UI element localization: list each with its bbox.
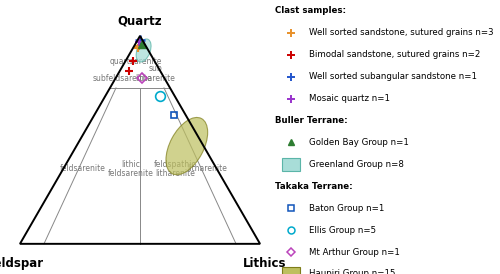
Text: Greenland Group n=8: Greenland Group n=8 [309, 160, 404, 169]
Text: feldsarenite: feldsarenite [60, 164, 106, 173]
Text: Feldspar: Feldspar [0, 257, 44, 270]
Text: Ellis Group n=5: Ellis Group n=5 [309, 226, 376, 235]
Text: Mosaic quartz n=1: Mosaic quartz n=1 [309, 94, 390, 103]
Text: Well sorted sandstone, sutured grains n=3: Well sorted sandstone, sutured grains n=… [309, 28, 494, 37]
Ellipse shape [166, 118, 207, 175]
Text: quartzarenite: quartzarenite [110, 58, 162, 66]
Text: subfeldsarenite: subfeldsarenite [93, 74, 152, 83]
Text: feldspathic
litharenite: feldspathic litharenite [154, 160, 196, 178]
Text: Lithics: Lithics [243, 257, 286, 270]
Text: Well sorted subangular sandstone n=1: Well sorted subangular sandstone n=1 [309, 72, 477, 81]
Text: Haupiri Group n=15: Haupiri Group n=15 [309, 270, 395, 274]
Text: Baton Group n=1: Baton Group n=1 [309, 204, 384, 213]
Text: Quartz: Quartz [118, 15, 162, 27]
FancyBboxPatch shape [282, 267, 300, 274]
Text: Buller Terrane:: Buller Terrane: [275, 116, 347, 125]
Text: Bimodal sandstone, sutured grains n=2: Bimodal sandstone, sutured grains n=2 [309, 50, 480, 59]
Text: Clast samples:: Clast samples: [275, 7, 346, 15]
Text: Takaka Terrane:: Takaka Terrane: [275, 182, 352, 191]
Text: Golden Bay Group n=1: Golden Bay Group n=1 [309, 138, 408, 147]
Text: lithic
feldsarenite: lithic feldsarenite [108, 160, 154, 178]
Text: sub
litharenite: sub litharenite [136, 64, 175, 83]
FancyBboxPatch shape [282, 158, 300, 171]
Text: Mt Arthur Group n=1: Mt Arthur Group n=1 [309, 248, 400, 256]
Ellipse shape [136, 39, 151, 62]
Text: litharenite: litharenite [188, 164, 227, 173]
